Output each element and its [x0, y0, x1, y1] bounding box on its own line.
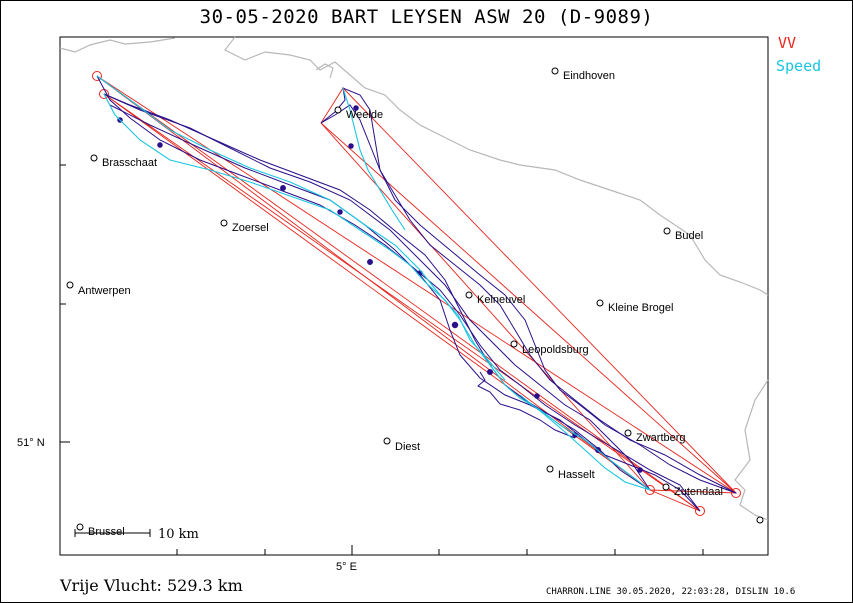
city-budel: Budel — [675, 230, 703, 242]
city-zwartberg: Zwartberg — [636, 432, 686, 444]
country-borders — [59, 36, 769, 521]
city-brussel: Brussel — [88, 526, 125, 538]
distance-label: Vrije Vlucht: 529.3 km — [60, 576, 243, 595]
city-zoersel: Zoersel — [232, 222, 269, 234]
city-eindhoven: Eindhoven — [563, 70, 615, 82]
scale-label: 10 km — [158, 527, 199, 542]
city-markers — [66, 67, 764, 531]
city-hasselt: Hasselt — [558, 469, 595, 481]
city-zutendaal: Zutendaal — [674, 486, 723, 498]
footer-info: CHARRON.LINE 30.05.2020, 22:03:28, DISLI… — [546, 587, 796, 597]
city-weelde: Weelde — [346, 109, 383, 121]
legend-vv: VV — [778, 34, 797, 52]
city-labels: Eindhoven Weelde Brasschaat Zoersel Bude… — [78, 70, 723, 538]
flight-title: 30-05-2020 BART LEYSEN ASW 20 (D-9089) — [199, 6, 654, 28]
scale-bar: 10 km — [74, 527, 199, 542]
vv-legs — [96, 75, 738, 512]
flight-track — [96, 75, 737, 512]
city-leopoldsburg: Leopoldsburg — [522, 344, 589, 356]
speed-legs — [96, 75, 651, 491]
city-kelneuvel: Kelneuvel — [477, 294, 525, 306]
city-brasschaat: Brasschaat — [102, 157, 157, 169]
axis-ticks — [60, 164, 704, 555]
city-diest: Diest — [395, 441, 420, 453]
city-antwerpen: Antwerpen — [78, 285, 131, 297]
legend-speed: Speed — [776, 57, 822, 75]
lat-label: 51° N — [17, 437, 45, 449]
plot-border — [59, 36, 769, 556]
city-kleine-brogel: Kleine Brogel — [608, 302, 673, 314]
lon-label: 5° E — [336, 561, 357, 573]
